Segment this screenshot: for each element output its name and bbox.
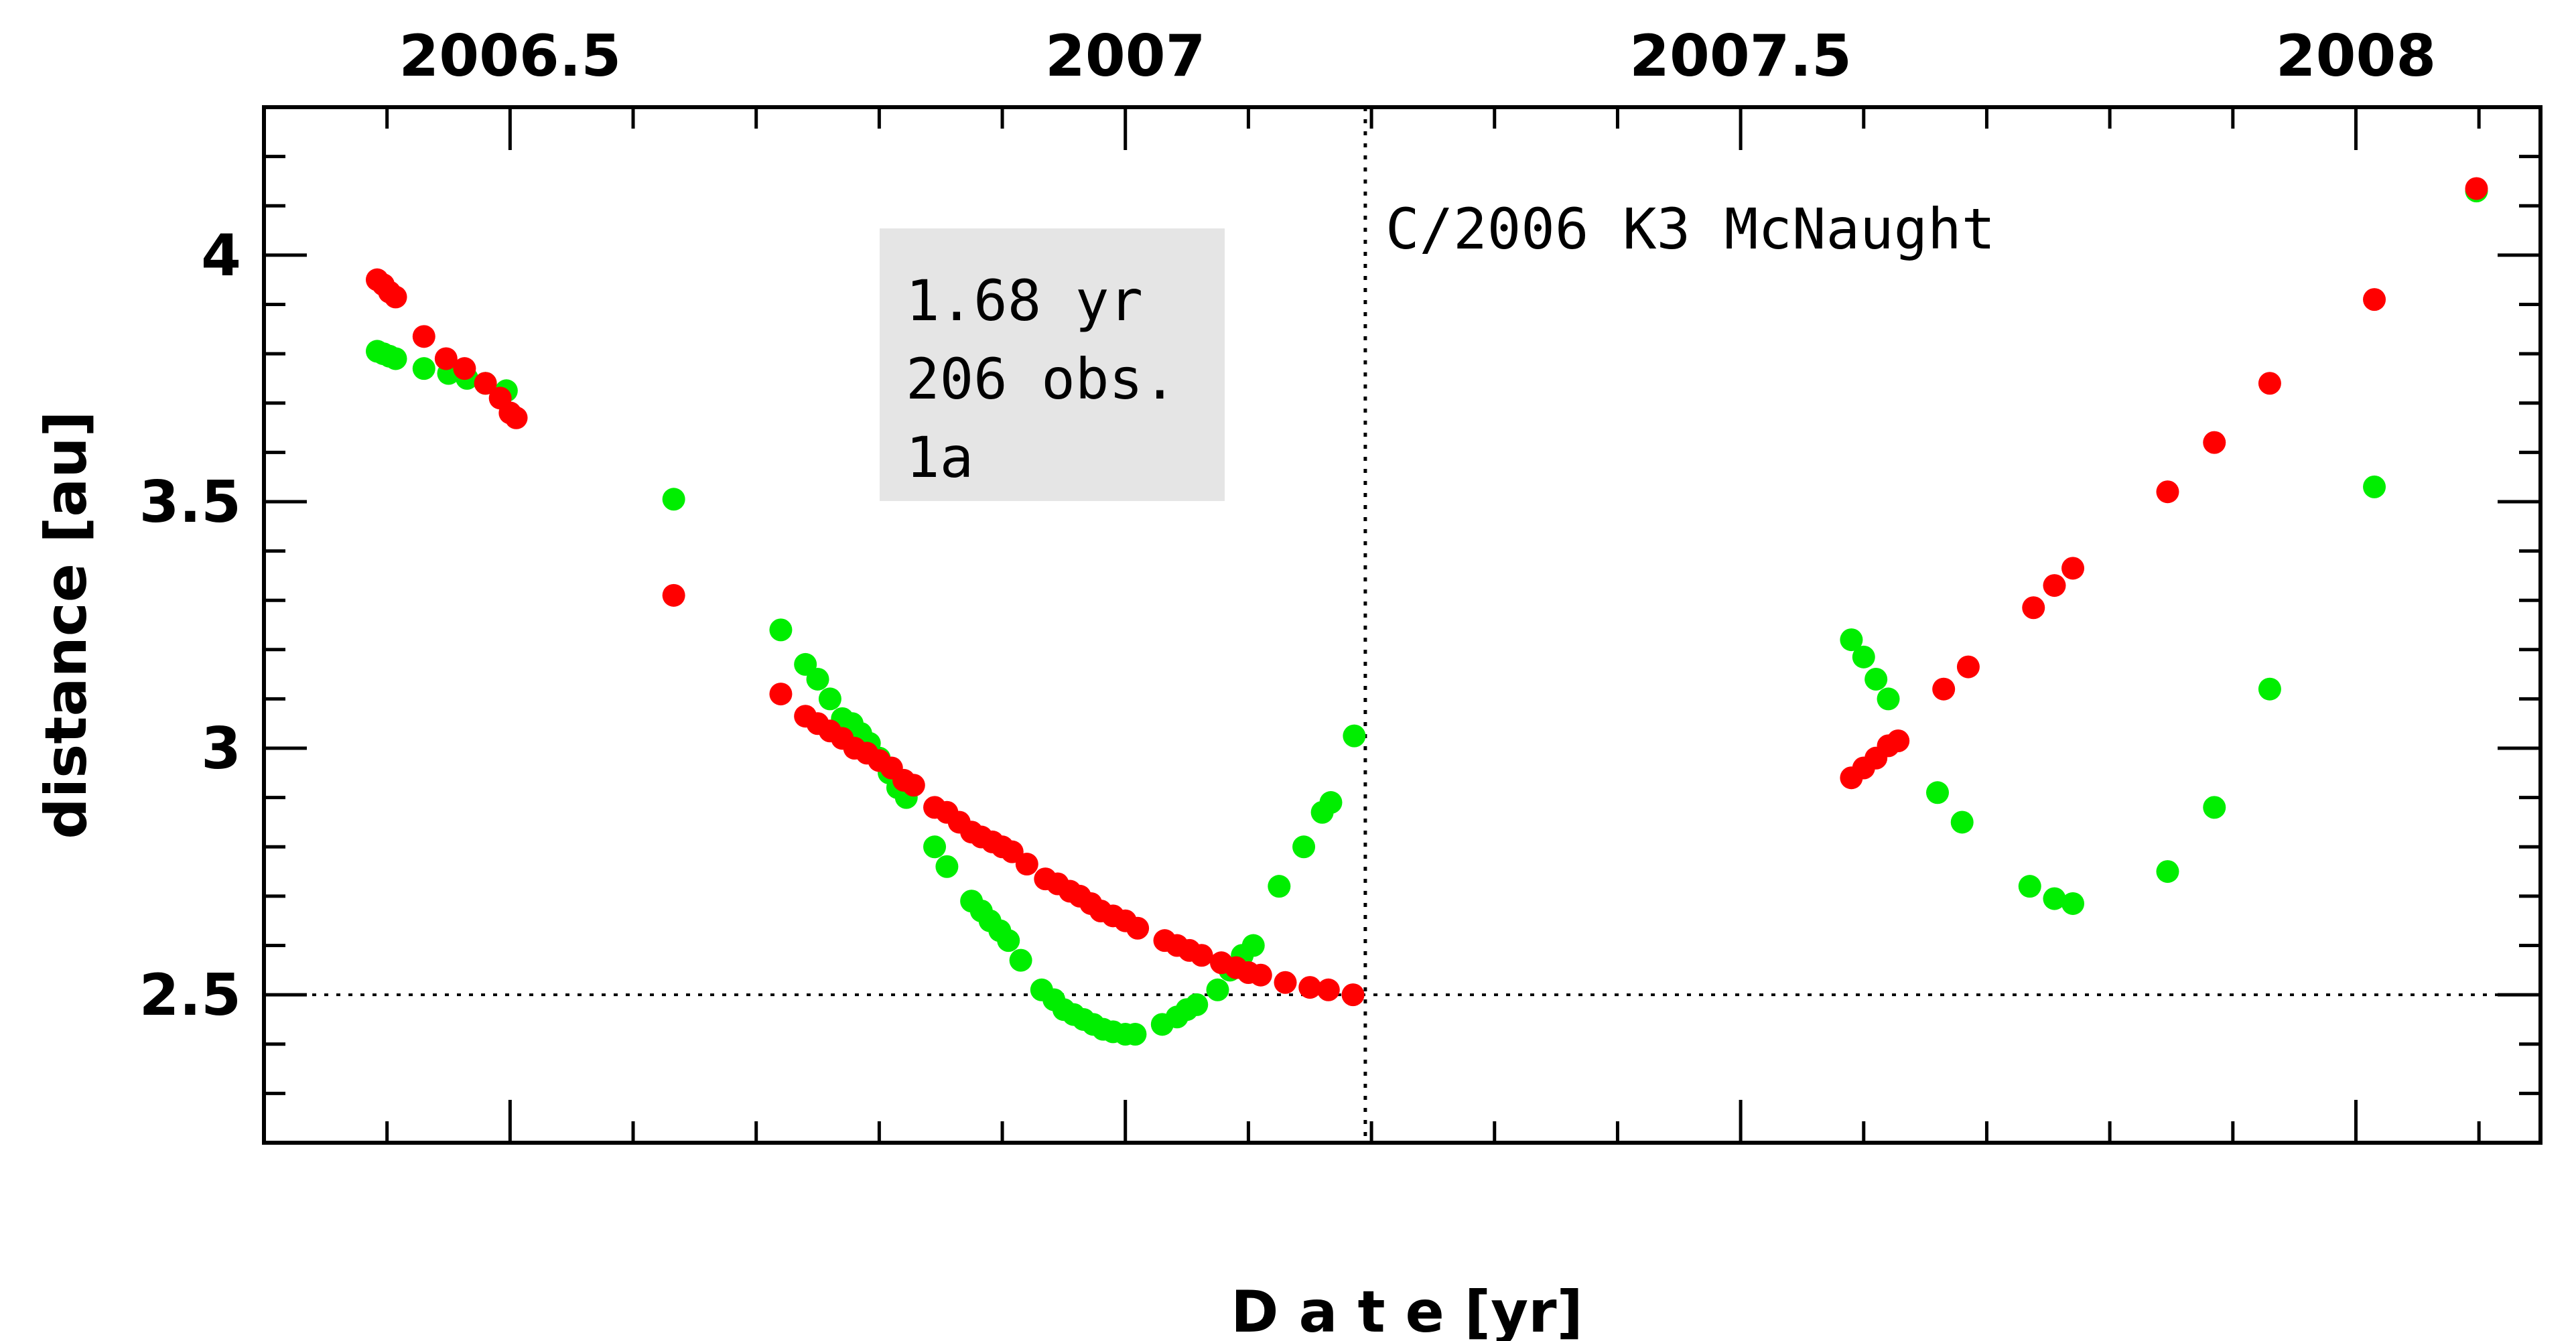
green-data-point [1925,781,1949,804]
green-data-point [2061,892,2085,915]
red-data-point [1015,853,1038,876]
green-data-point [1124,1023,1147,1046]
green-data-point [1852,645,1875,668]
red-data-point [1274,971,1297,994]
green-data-point [923,835,947,859]
green-data-point [384,347,407,370]
red-data-point [384,285,407,309]
red-data-point [2043,574,2066,597]
red-data-point [1298,976,1322,999]
red-data-point [1249,963,1272,987]
green-data-point [1865,667,1888,691]
green-data-point [1268,875,1291,898]
chart-title: C/2006 K3 McNaught [1385,196,1995,262]
green-data-point [997,929,1020,952]
x-tick-label: 2007 [1045,23,1205,90]
red-data-point [2061,557,2085,580]
red-data-point [769,683,793,706]
green-data-point [935,855,959,878]
green-data-point [1840,628,1863,652]
red-data-point [2203,431,2226,454]
y-tick-label: 2.5 [139,962,241,1029]
green-data-point [1241,934,1265,957]
red-data-point [1956,655,1980,679]
red-data-point [1190,944,1213,967]
green-data-point [1206,978,1229,1001]
green-data-point [769,618,793,642]
red-data-point [453,357,476,380]
axis-tick-labels: 2006.5 2007 2007.5 2008 2.5 3 3.5 4 [139,23,2437,1029]
red-data-point [2465,177,2488,200]
red-data-point [1341,983,1365,1007]
red-data-point [662,583,685,607]
red-data-point [412,325,435,348]
red-data-point [2258,372,2281,395]
x-axis-title: D a t e [yr] [1231,1279,1583,1341]
x-tick-label: 2008 [2276,23,2436,90]
green-data-point [1950,810,1974,834]
red-data-point [1316,978,1340,1001]
green-data-point [1292,835,1316,859]
data-points [365,177,2488,1046]
red-data-point [2363,288,2386,311]
red-data-point [2156,480,2179,504]
green-data-point [2043,887,2066,910]
y-tick-label: 3 [201,715,241,782]
info-box-orbit-code: 1a [906,425,973,490]
red-data-point [1932,677,1956,701]
y-tick-label: 4 [201,222,241,289]
red-data-point [1126,916,1150,940]
green-data-point [1877,687,1900,711]
green-data-point [806,667,829,691]
green-data-point [1319,791,1343,815]
green-data-point [1343,724,1366,748]
info-box-background [880,228,1225,501]
green-data-point [1009,948,1032,972]
y-axis-title: distance [au] [33,411,100,839]
plot-frame [262,105,2543,1145]
x-tick-label: 2007.5 [1629,23,1852,90]
red-data-point [902,774,925,797]
info-box-duration: 1.68 yr [906,268,1143,334]
green-data-point [412,357,435,380]
red-data-point [474,372,497,395]
red-data-point [434,347,458,370]
green-data-point [818,687,841,711]
info-box-observations: 206 obs. [906,346,1177,412]
info-box: 1.68 yr 206 obs. 1a [880,228,1225,501]
green-data-point [2203,796,2226,819]
green-data-point [2258,677,2281,701]
green-data-point [1185,993,1209,1016]
green-data-point [2156,860,2179,884]
x-tick-label: 2006.5 [399,23,621,90]
y-tick-label: 3.5 [139,469,241,536]
green-data-point [2018,875,2041,898]
green-data-point [662,488,685,511]
red-data-point [2022,596,2045,620]
red-data-point [1887,729,1910,753]
red-data-point [504,406,528,429]
green-data-point [2363,475,2386,498]
